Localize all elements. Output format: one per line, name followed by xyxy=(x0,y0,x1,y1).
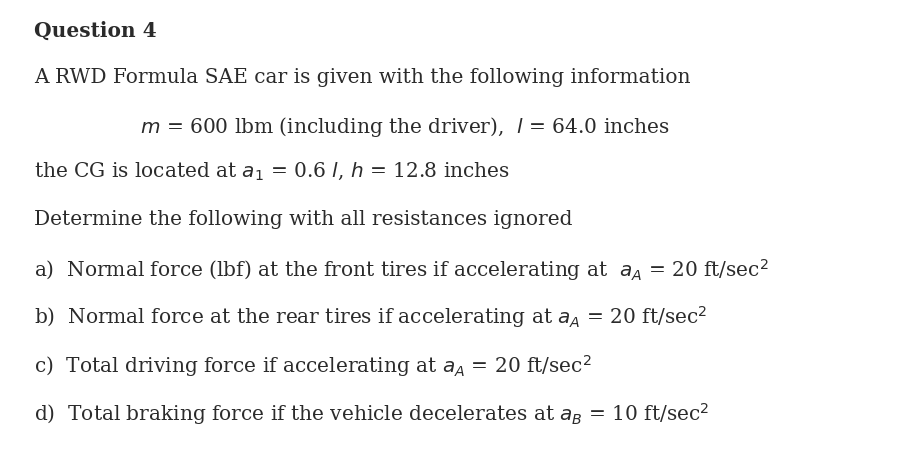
Text: the CG is located at $a_1$ = 0.6 $l$, $h$ = 12.8 inches: the CG is located at $a_1$ = 0.6 $l$, $h… xyxy=(34,160,511,182)
Text: b)  Normal force at the rear tires if accelerating at $a_A$ = 20 ft/sec$^2$: b) Normal force at the rear tires if acc… xyxy=(34,304,708,330)
Text: A RWD Formula SAE car is given with the following information: A RWD Formula SAE car is given with the … xyxy=(34,68,691,87)
Text: Determine the following with all resistances ignored: Determine the following with all resista… xyxy=(34,210,573,228)
Text: $m$ = 600 lbm (including the driver),  $l$ = 64.0 inches: $m$ = 600 lbm (including the driver), $l… xyxy=(140,115,669,139)
Text: d)  Total braking force if the vehicle decelerates at $a_B$ = 10 ft/sec$^2$: d) Total braking force if the vehicle de… xyxy=(34,401,710,427)
Text: c)  Total driving force if accelerating at $a_A$ = 20 ft/sec$^2$: c) Total driving force if accelerating a… xyxy=(34,353,592,379)
Text: Question 4: Question 4 xyxy=(34,21,157,41)
Text: a)  Normal force (lbf) at the front tires if accelerating at  $a_A$ = 20 ft/sec$: a) Normal force (lbf) at the front tires… xyxy=(34,257,769,283)
